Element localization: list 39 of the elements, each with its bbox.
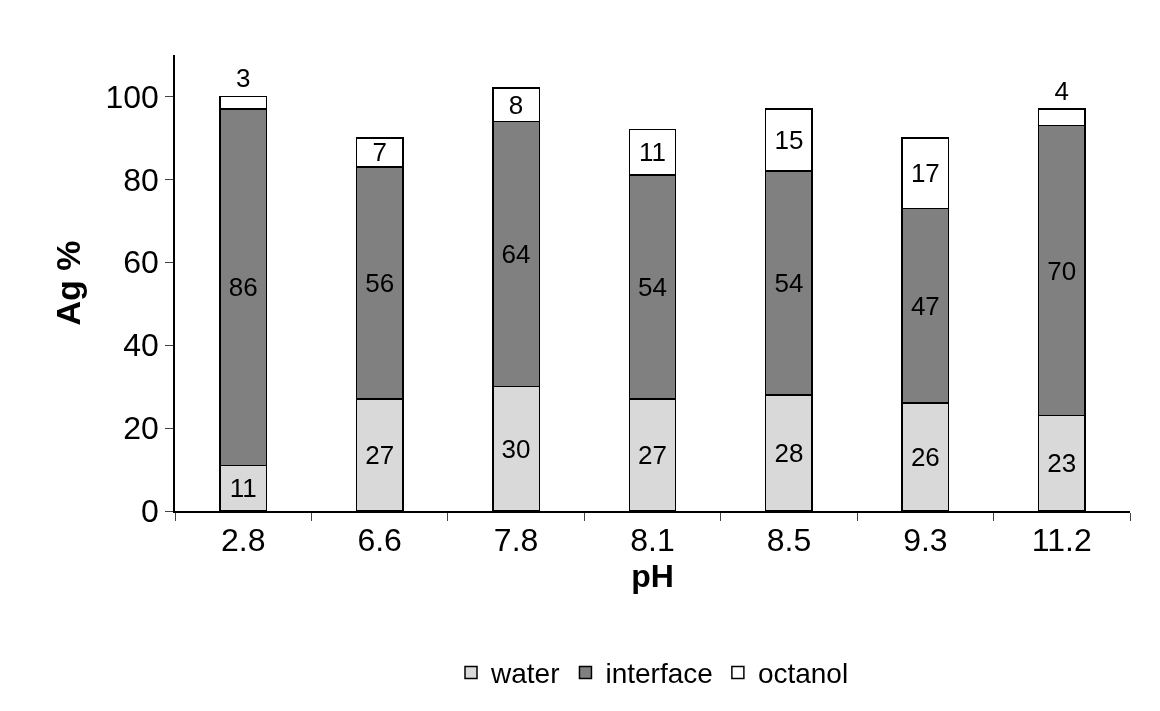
legend-label: water <box>490 658 560 690</box>
x-tick-label: 9.3 <box>903 522 948 559</box>
data-label: 3 <box>235 63 251 94</box>
data-label: 26 <box>910 442 940 473</box>
x-axis-title: pH <box>631 558 674 595</box>
y-tick-label: 40 <box>123 327 159 364</box>
data-label: 28 <box>774 437 804 468</box>
data-label: 86 <box>228 272 258 303</box>
x-tick-label: 8.1 <box>630 522 675 559</box>
data-label: 56 <box>365 268 395 298</box>
data-label: 64 <box>501 238 531 269</box>
data-label: 30 <box>501 433 531 464</box>
y-tick-label: 0 <box>141 493 159 530</box>
x-tick-label: 8.5 <box>766 522 812 559</box>
y-tick-label: 20 <box>123 410 159 447</box>
y-tick-label: 60 <box>123 244 159 281</box>
x-tick-label: 7.8 <box>493 522 539 559</box>
data-label: 27 <box>365 440 395 471</box>
legend-label: interface <box>605 658 713 690</box>
data-label: 7 <box>372 137 387 168</box>
data-label: 54 <box>774 268 804 298</box>
legend-label: octanol <box>757 658 849 690</box>
x-tick-label: 6.6 <box>357 522 402 559</box>
data-label: 27 <box>638 440 667 471</box>
data-label: 4 <box>1054 75 1070 106</box>
data-label: 54 <box>638 272 667 303</box>
data-label: 17 <box>910 158 940 189</box>
y-axis-title: Ag % <box>48 240 87 326</box>
data-label: 70 <box>1047 255 1077 286</box>
x-tick-label: 2.8 <box>220 522 266 559</box>
data-label: 11 <box>229 473 257 504</box>
x-tick-label: 11.2 <box>1031 522 1092 559</box>
y-tick-label: 80 <box>123 161 159 198</box>
data-label: 23 <box>1047 448 1077 479</box>
data-label: 47 <box>910 290 940 321</box>
data-label: 8 <box>508 89 524 120</box>
data-label: 15 <box>774 124 804 155</box>
data-label: 11 <box>639 137 666 168</box>
y-tick-label: 100 <box>105 78 159 115</box>
